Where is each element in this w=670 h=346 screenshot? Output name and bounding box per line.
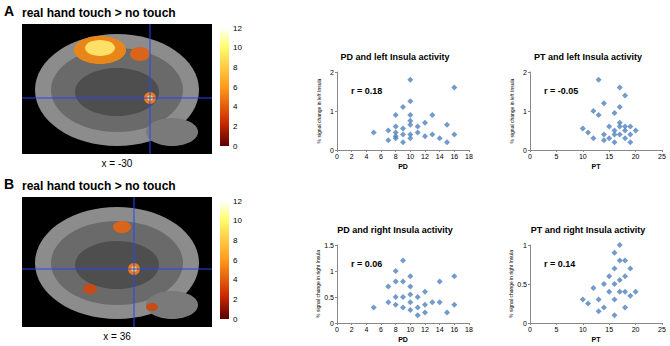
svg-text:12: 12	[421, 326, 429, 333]
svg-text:10: 10	[233, 216, 242, 225]
svg-text:1: 1	[330, 268, 334, 275]
svg-text:r = -0.05: r = -0.05	[544, 86, 578, 96]
svg-text:5: 5	[554, 326, 558, 333]
svg-text:6: 6	[233, 83, 238, 92]
svg-text:18: 18	[465, 153, 473, 160]
svg-text:0: 0	[330, 147, 334, 154]
svg-text:2: 2	[233, 122, 238, 131]
svg-text:8: 8	[394, 326, 398, 333]
svg-text:0: 0	[233, 142, 238, 151]
svg-text:10: 10	[233, 43, 242, 52]
svg-text:5: 5	[554, 153, 558, 160]
svg-text:0: 0	[335, 326, 339, 333]
svg-text:x = -30: x = -30	[102, 158, 133, 169]
svg-text:PD and left Insula activity: PD and left Insula activity	[340, 52, 449, 62]
svg-text:25: 25	[658, 153, 666, 160]
svg-text:PD: PD	[398, 163, 408, 170]
svg-text:10: 10	[406, 326, 414, 333]
svg-text:6: 6	[379, 326, 383, 333]
svg-text:0: 0	[523, 320, 527, 327]
svg-text:0: 0	[233, 315, 238, 324]
svg-text:16: 16	[450, 326, 458, 333]
svg-text:0.5: 0.5	[517, 281, 527, 288]
svg-text:2: 2	[350, 153, 354, 160]
svg-text:25: 25	[658, 326, 666, 333]
svg-text:real hand touch > no touch: real hand touch > no touch	[22, 179, 176, 193]
svg-text:1.5: 1.5	[324, 242, 334, 249]
svg-text:x = 36: x = 36	[103, 331, 131, 342]
svg-text:14: 14	[436, 326, 444, 333]
svg-text:4: 4	[364, 326, 368, 333]
svg-text:10: 10	[579, 153, 587, 160]
svg-text:0: 0	[330, 320, 334, 327]
svg-text:20: 20	[632, 153, 640, 160]
svg-text:2: 2	[350, 326, 354, 333]
svg-text:0: 0	[528, 153, 532, 160]
svg-text:r = 0.18: r = 0.18	[351, 86, 382, 96]
svg-text:% signal change in left Insula: % signal change in left Insula	[509, 78, 515, 143]
svg-text:1: 1	[330, 108, 334, 115]
svg-text:18: 18	[465, 326, 473, 333]
svg-text:4: 4	[233, 275, 238, 284]
svg-text:15: 15	[605, 326, 613, 333]
svg-text:B: B	[4, 176, 14, 192]
svg-text:16: 16	[450, 153, 458, 160]
svg-text:12: 12	[421, 153, 429, 160]
svg-text:PT: PT	[592, 336, 602, 343]
svg-text:PT: PT	[592, 163, 602, 170]
svg-text:20: 20	[632, 326, 640, 333]
svg-text:A: A	[4, 3, 14, 19]
svg-text:6: 6	[379, 153, 383, 160]
svg-text:r = 0.06: r = 0.06	[351, 259, 382, 269]
svg-text:4: 4	[364, 153, 368, 160]
svg-text:6: 6	[233, 256, 238, 265]
svg-text:10: 10	[579, 326, 587, 333]
svg-text:1: 1	[523, 242, 527, 249]
svg-text:8: 8	[394, 153, 398, 160]
svg-text:PT and right Insula activity: PT and right Insula activity	[531, 225, 646, 235]
svg-text:% signal change in right Insul: % signal change in right Insula	[315, 250, 321, 318]
svg-text:0.5: 0.5	[324, 294, 334, 301]
svg-text:12: 12	[233, 24, 242, 33]
svg-text:PT and left Insula activity: PT and left Insula activity	[534, 52, 642, 62]
svg-text:8: 8	[233, 63, 238, 72]
svg-text:0: 0	[335, 153, 339, 160]
svg-text:2: 2	[233, 295, 238, 304]
svg-text:0: 0	[528, 326, 532, 333]
svg-text:2: 2	[523, 69, 527, 76]
svg-text:8: 8	[233, 236, 238, 245]
svg-text:15: 15	[605, 153, 613, 160]
svg-text:4: 4	[233, 102, 238, 111]
svg-text:1: 1	[523, 108, 527, 115]
svg-text:r = 0.14: r = 0.14	[544, 259, 575, 269]
svg-text:2: 2	[330, 69, 334, 76]
svg-text:% signal change in left Insula: % signal change in left Insula	[316, 78, 322, 143]
svg-text:10: 10	[406, 153, 414, 160]
svg-text:real hand touch > no touch: real hand touch > no touch	[22, 6, 176, 20]
svg-text:PD: PD	[398, 336, 408, 343]
svg-text:% signal change in right Insul: % signal change in right Insula	[508, 250, 514, 318]
svg-text:PD and right Insula activity: PD and right Insula activity	[337, 225, 453, 235]
svg-text:0: 0	[523, 147, 527, 154]
svg-text:14: 14	[436, 153, 444, 160]
svg-text:12: 12	[233, 197, 242, 206]
